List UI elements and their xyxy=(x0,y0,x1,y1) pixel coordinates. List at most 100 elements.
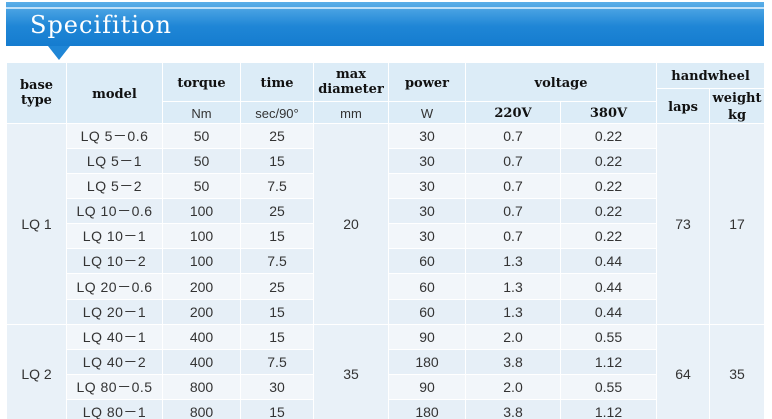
cell-torque: 200 xyxy=(162,273,241,300)
cell-weight: 17 xyxy=(709,123,766,325)
table-row: LQ 2 LQ 40－1 400 15 35 90 2.0 0.55 64 35 xyxy=(6,323,766,419)
cell-torque: 50 xyxy=(162,122,241,150)
cell-model: LQ 10－0.6 xyxy=(66,198,163,225)
table-row: LQ 10－1 100 15 30 0.7 0.22 xyxy=(7,223,765,250)
cell-torque: 50 xyxy=(162,148,241,175)
cell-torque: 400 xyxy=(162,348,241,375)
cell-torque: 100 xyxy=(162,198,241,225)
cell-torque: 200 xyxy=(162,298,241,325)
cell-v380: 0.44 xyxy=(559,273,658,300)
table-row: LQ 80－0.5 800 30 90 2.0 0.55 xyxy=(7,373,765,400)
cell-model: LQ 20－1 xyxy=(66,298,163,325)
cell-model: LQ 40－2 xyxy=(66,348,163,375)
table-row: LQ 80－1 800 15 180 3.8 1.12 xyxy=(7,398,765,419)
cell-base-type: LQ 1 xyxy=(6,123,67,325)
cell-model: LQ 20－0.6 xyxy=(66,273,163,300)
header-time: time xyxy=(240,62,314,102)
cell-power: 60 xyxy=(388,298,466,325)
header-max-diameter: max diameter xyxy=(313,62,389,102)
table-row: LQ 5－1 50 15 30 0.7 0.22 xyxy=(7,148,765,175)
cell-time: 7.5 xyxy=(240,248,314,275)
header-base-type: base type xyxy=(6,62,67,124)
table-row: LQ 5－2 50 7.5 30 0.7 0.22 xyxy=(7,173,765,200)
cell-v380: 0.22 xyxy=(559,198,658,225)
cell-max-diameter: 20 xyxy=(313,123,389,325)
cell-power: 60 xyxy=(388,248,466,275)
cell-v380: 0.22 xyxy=(559,223,658,250)
cell-time: 30 xyxy=(240,373,314,400)
banner-highlight-line xyxy=(6,7,764,9)
cell-power: 30 xyxy=(388,173,466,200)
cell-v220: 0.7 xyxy=(465,173,561,200)
cell-time: 25 xyxy=(240,198,314,225)
cell-time: 25 xyxy=(240,122,314,150)
cell-torque: 800 xyxy=(162,398,241,419)
cell-v220: 2.0 xyxy=(465,373,561,400)
cell-time: 7.5 xyxy=(240,348,314,375)
cell-model: LQ 5－0.6 xyxy=(66,122,163,150)
cell-power: 30 xyxy=(388,198,466,225)
cell-v380: 1.12 xyxy=(559,348,658,375)
header-voltage-380: 380V xyxy=(559,101,658,124)
cell-model: LQ 10－1 xyxy=(66,223,163,250)
cell-laps: 73 xyxy=(656,123,711,325)
header-model: model xyxy=(66,62,163,124)
header-handwheel: handwheel xyxy=(656,62,766,89)
cell-torque: 800 xyxy=(162,373,241,400)
cell-model: LQ 5－2 xyxy=(66,173,163,200)
cell-weight: 35 xyxy=(709,323,766,419)
cell-model: LQ 5－1 xyxy=(66,148,163,175)
cell-power: 60 xyxy=(388,273,466,300)
cell-v220: 0.7 xyxy=(465,148,561,175)
cell-v380: 0.44 xyxy=(559,298,658,325)
cell-power: 180 xyxy=(388,398,466,419)
cell-model: LQ 40－1 xyxy=(66,323,163,350)
header-laps: laps xyxy=(656,88,711,124)
cell-v220: 3.8 xyxy=(465,348,561,375)
cell-torque: 100 xyxy=(162,248,241,275)
cell-power: 90 xyxy=(388,323,466,350)
spec-table: base type model torque time max diameter… xyxy=(6,62,766,419)
cell-power: 90 xyxy=(388,373,466,400)
header-power: power xyxy=(388,62,466,102)
cell-v380: 0.55 xyxy=(559,323,658,350)
header-weight: weight kg xyxy=(709,88,766,124)
cell-v380: 0.55 xyxy=(559,373,658,400)
header-torque-unit: Nm xyxy=(162,101,241,124)
cell-power: 180 xyxy=(388,348,466,375)
cell-power: 30 xyxy=(388,223,466,250)
cell-model: LQ 80－1 xyxy=(66,398,163,419)
cell-time: 15 xyxy=(240,398,314,419)
cell-v220: 1.3 xyxy=(465,273,561,300)
cell-v380: 0.44 xyxy=(559,248,658,275)
cell-torque: 50 xyxy=(162,173,241,200)
header-voltage: voltage xyxy=(464,62,658,102)
cell-v220: 2.0 xyxy=(465,323,561,350)
cell-time: 15 xyxy=(240,148,314,175)
cell-v220: 0.7 xyxy=(465,223,561,250)
cell-model: LQ 80－0.5 xyxy=(66,373,163,400)
cell-v220: 1.3 xyxy=(465,298,561,325)
cell-time: 15 xyxy=(240,323,314,350)
cell-v220: 3.8 xyxy=(465,398,561,419)
cell-v380: 0.22 xyxy=(559,173,658,200)
cell-v220: 1.3 xyxy=(465,248,561,275)
cell-base-type: LQ 2 xyxy=(6,323,67,419)
cell-torque: 100 xyxy=(162,223,241,250)
section-title: Specifition xyxy=(30,11,172,39)
table-row: LQ 10－0.6 100 25 30 0.7 0.22 xyxy=(7,198,765,225)
table-row: LQ 20－0.6 200 25 60 1.3 0.44 xyxy=(7,273,765,300)
cell-power: 30 xyxy=(388,148,466,175)
table-row: LQ 10－2 100 7.5 60 1.3 0.44 xyxy=(7,248,765,275)
cell-max-diameter: 35 xyxy=(313,323,389,419)
cell-v380: 0.22 xyxy=(559,148,658,175)
table-row: LQ 20－1 200 15 60 1.3 0.44 xyxy=(7,298,765,325)
cell-model: LQ 10－2 xyxy=(66,248,163,275)
cell-torque: 400 xyxy=(162,323,241,350)
header-power-unit: W xyxy=(388,101,466,124)
cell-time: 15 xyxy=(240,298,314,325)
header-max-diameter-unit: mm xyxy=(313,101,389,124)
cell-power: 30 xyxy=(388,122,466,150)
section-banner: Specifition xyxy=(6,2,764,46)
cell-v220: 0.7 xyxy=(465,122,561,150)
